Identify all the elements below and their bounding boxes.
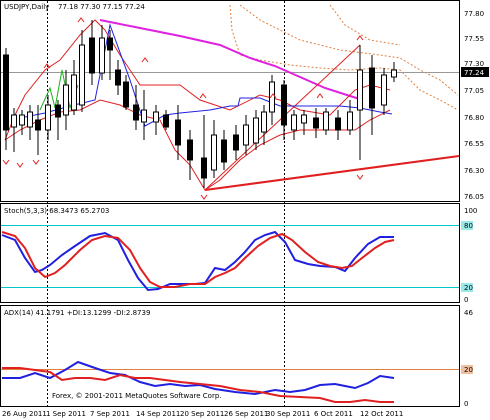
main-price-panel <box>0 0 460 202</box>
svg-text:20: 20 <box>464 284 473 292</box>
svg-text:100: 100 <box>464 207 477 215</box>
svg-text:77.05: 77.05 <box>464 87 484 95</box>
copyright-text: Forex, © 2001-2011 MetaQuotes Software C… <box>52 392 222 400</box>
stoch-signal-line <box>1 231 395 288</box>
current-price-label: 77.24 <box>464 69 485 77</box>
price-axis: 77.80 77.55 77.30 77.05 76.80 76.55 76.3… <box>464 10 484 201</box>
svg-text:0: 0 <box>464 296 468 304</box>
svg-text:1 Sep 2011: 1 Sep 2011 <box>46 410 86 418</box>
svg-text:76.30: 76.30 <box>464 167 484 175</box>
svg-text:6 Oct 2011: 6 Oct 2011 <box>314 410 353 418</box>
stoch-label: Stoch(5,3,3) 68.3473 65.2703 <box>4 207 109 215</box>
stoch-axis: 100 80 20 0 <box>461 207 477 304</box>
svg-text:0: 0 <box>464 400 468 408</box>
ohlc-values: 77.18 77.30 77.15 77.24 <box>58 3 145 11</box>
date-axis: 26 Aug 2011 1 Sep 2011 7 Sep 2011 14 Sep… <box>2 410 403 418</box>
svg-text:20: 20 <box>464 366 473 374</box>
svg-text:77.80: 77.80 <box>464 10 484 18</box>
fractal-arrows <box>2 17 364 200</box>
svg-text:30 Sep 2011: 30 Sep 2011 <box>266 410 310 418</box>
svg-text:46: 46 <box>464 309 473 317</box>
period-separators <box>47 1 285 406</box>
svg-text:26 Sep 2011: 26 Sep 2011 <box>224 410 268 418</box>
adx-panel <box>0 305 460 407</box>
adx-label: ADX(14) 41.1791 +DI:13.1299 -DI:2.8739 <box>4 309 150 317</box>
svg-text:80: 80 <box>464 222 473 230</box>
current-price-badge <box>461 67 489 77</box>
svg-text:77.30: 77.30 <box>464 60 484 68</box>
svg-text:12 Oct 2011: 12 Oct 2011 <box>360 410 403 418</box>
symbol-title: USDJPY,Daily <box>4 3 49 11</box>
magenta-moving-average <box>99 19 361 100</box>
svg-text:77.55: 77.55 <box>464 35 484 43</box>
svg-text:76.05: 76.05 <box>464 193 484 201</box>
svg-text:76.55: 76.55 <box>464 140 484 148</box>
stochastic-levels <box>1 225 459 288</box>
svg-text:76.80: 76.80 <box>464 114 484 122</box>
svg-text:7 Sep 2011: 7 Sep 2011 <box>90 410 130 418</box>
ichimoku-cloud-lines <box>229 4 459 111</box>
candlesticks <box>3 20 397 188</box>
red-envelope-upper <box>4 19 391 141</box>
adx-axis: 46 20 0 <box>461 309 473 408</box>
svg-text:14 Sep 2011: 14 Sep 2011 <box>136 410 180 418</box>
blue-indicator-line <box>19 23 393 127</box>
svg-text:26 Aug 2011: 26 Aug 2011 <box>2 410 47 418</box>
adx-minus-di-line <box>2 367 394 403</box>
svg-text:20 Sep 2011: 20 Sep 2011 <box>180 410 224 418</box>
